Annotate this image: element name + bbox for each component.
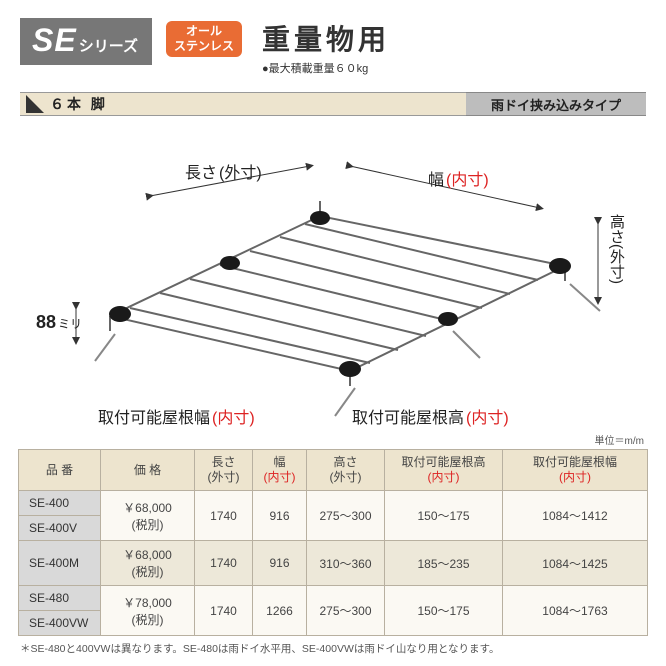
label-roof-w: 取付可能屋根幅(内寸) (98, 404, 255, 428)
heavy-title: 重量物用 (262, 18, 390, 58)
value-cell: 1084～1425 (503, 541, 648, 586)
heavy-sub: ●最大積載重量６０kg (262, 60, 390, 76)
bar-right: 雨ドイ挟み込みタイプ (466, 92, 646, 116)
table-header: 取付可能屋根高(内寸) (385, 450, 503, 491)
value-cell: 1266 (253, 586, 307, 636)
value-cell: 150～175 (385, 491, 503, 541)
value-cell: 1740 (195, 541, 253, 586)
value-cell: 916 (253, 491, 307, 541)
value-cell: 150～175 (385, 586, 503, 636)
value-cell: 275～300 (307, 491, 385, 541)
table-row: SE-400￥68,000(税別)1740916275～300150～17510… (19, 491, 648, 516)
table-header: 長さ(外寸) (195, 450, 253, 491)
spec-table: 品 番価 格長さ(外寸)幅(内寸)高さ(外寸)取付可能屋根高(内寸)取付可能屋根… (18, 449, 648, 636)
badge-line2: ステンレス (174, 39, 234, 54)
price-cell: ￥68,000(税別) (101, 541, 195, 586)
series-suffix: シリーズ (79, 38, 138, 55)
value-cell: 1740 (195, 491, 253, 541)
model-cell: SE-480 (19, 586, 101, 611)
table-row: SE-480￥78,000(税別)17401266275～300150～1751… (19, 586, 648, 611)
corner-icon (26, 95, 44, 113)
model-cell: SE-400M (19, 541, 101, 586)
label-width: 幅(内寸) (428, 166, 489, 190)
stainless-badge: オール ステンレス (166, 21, 242, 57)
table-header: 幅(内寸) (253, 450, 307, 491)
label-height: 高さ(外寸) (606, 214, 627, 284)
table-header: 品 番 (19, 450, 101, 491)
bar-left-text: ６本 脚 (50, 94, 108, 114)
value-cell: 1740 (195, 586, 253, 636)
table-header: 価 格 (101, 450, 195, 491)
table-row: SE-400M￥68,000(税別)1740916310～360185～2351… (19, 541, 648, 586)
model-cell: SE-400 (19, 491, 101, 516)
series-badge: SEシリーズ (20, 18, 152, 65)
price-cell: ￥78,000(税別) (101, 586, 195, 636)
label-roof-h: 取付可能屋根高(内寸) (352, 404, 509, 428)
value-cell: 1084～1412 (503, 491, 648, 541)
value-cell: 275～300 (307, 586, 385, 636)
bar-left: ６本 脚 (20, 92, 466, 116)
model-cell: SE-400V (19, 516, 101, 541)
unit-note: 単位＝m/m (0, 432, 644, 447)
value-cell: 1084～1763 (503, 586, 648, 636)
value-cell: 310～360 (307, 541, 385, 586)
model-cell: SE-400VW (19, 611, 101, 636)
label-88: 88ミリ (36, 312, 82, 333)
table-header: 高さ(外寸) (307, 450, 385, 491)
price-cell: ￥68,000(税別) (101, 491, 195, 541)
table-header: 取付可能屋根幅(内寸) (503, 450, 648, 491)
footnote: ＊SE-480と400VWは異なります。SE-480は雨ドイ水平用、SE-400… (20, 641, 646, 656)
badge-line1: オール (174, 24, 234, 39)
value-cell: 185～235 (385, 541, 503, 586)
value-cell: 916 (253, 541, 307, 586)
series-prefix: SE (32, 22, 77, 58)
heavy-block: 重量物用 ●最大積載重量６０kg (262, 18, 390, 76)
diagram: 長さ(外寸) 幅(内寸) 高さ(外寸) 88ミリ 取付可能屋根幅(内寸) 取付可… (20, 126, 646, 426)
label-length: 長さ(外寸) (185, 159, 262, 183)
